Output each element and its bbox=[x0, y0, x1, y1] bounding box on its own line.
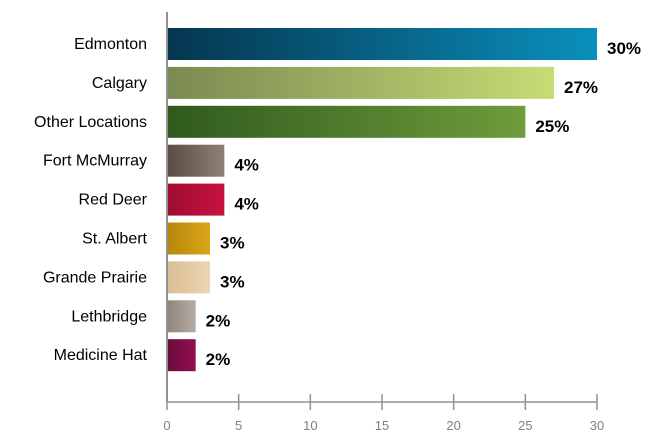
value-label: 3% bbox=[220, 234, 245, 253]
category-label: Calgary bbox=[92, 75, 147, 92]
bar-red-deer bbox=[167, 183, 225, 216]
value-label: 27% bbox=[564, 78, 598, 97]
category-label: St. Albert bbox=[82, 231, 147, 248]
bar-edmonton bbox=[167, 28, 597, 60]
bar-lethbridge bbox=[167, 300, 196, 333]
x-tick-label: 25 bbox=[518, 418, 532, 433]
bar-medicine-hat bbox=[167, 339, 196, 372]
category-label: Other Locations bbox=[34, 114, 147, 131]
category-label: Edmonton bbox=[74, 36, 147, 53]
x-tick-label: 15 bbox=[375, 418, 389, 433]
bar-st-albert bbox=[167, 222, 210, 255]
bar-fort-mcmurray bbox=[167, 144, 225, 177]
bar-grande-prairie bbox=[167, 261, 210, 294]
x-tick-label: 0 bbox=[163, 418, 170, 433]
value-label: 4% bbox=[234, 156, 259, 175]
value-label: 2% bbox=[206, 311, 231, 330]
category-label: Grande Prairie bbox=[43, 269, 147, 286]
value-label: 2% bbox=[206, 350, 231, 369]
category-label: Lethbridge bbox=[71, 308, 147, 325]
x-tick-label: 20 bbox=[446, 418, 460, 433]
value-label: 3% bbox=[220, 272, 245, 291]
x-tick-label: 30 bbox=[590, 418, 604, 433]
value-label: 30% bbox=[607, 39, 641, 58]
value-label: 4% bbox=[234, 195, 259, 214]
x-tick-label: 10 bbox=[303, 418, 317, 433]
category-label: Fort McMurray bbox=[43, 153, 147, 170]
bar-other-locations bbox=[167, 105, 526, 138]
bar-calgary bbox=[167, 66, 554, 99]
category-label: Red Deer bbox=[79, 192, 148, 209]
value-label: 25% bbox=[535, 117, 569, 136]
category-label: Medicine Hat bbox=[54, 347, 148, 364]
x-tick-label: 5 bbox=[235, 418, 242, 433]
